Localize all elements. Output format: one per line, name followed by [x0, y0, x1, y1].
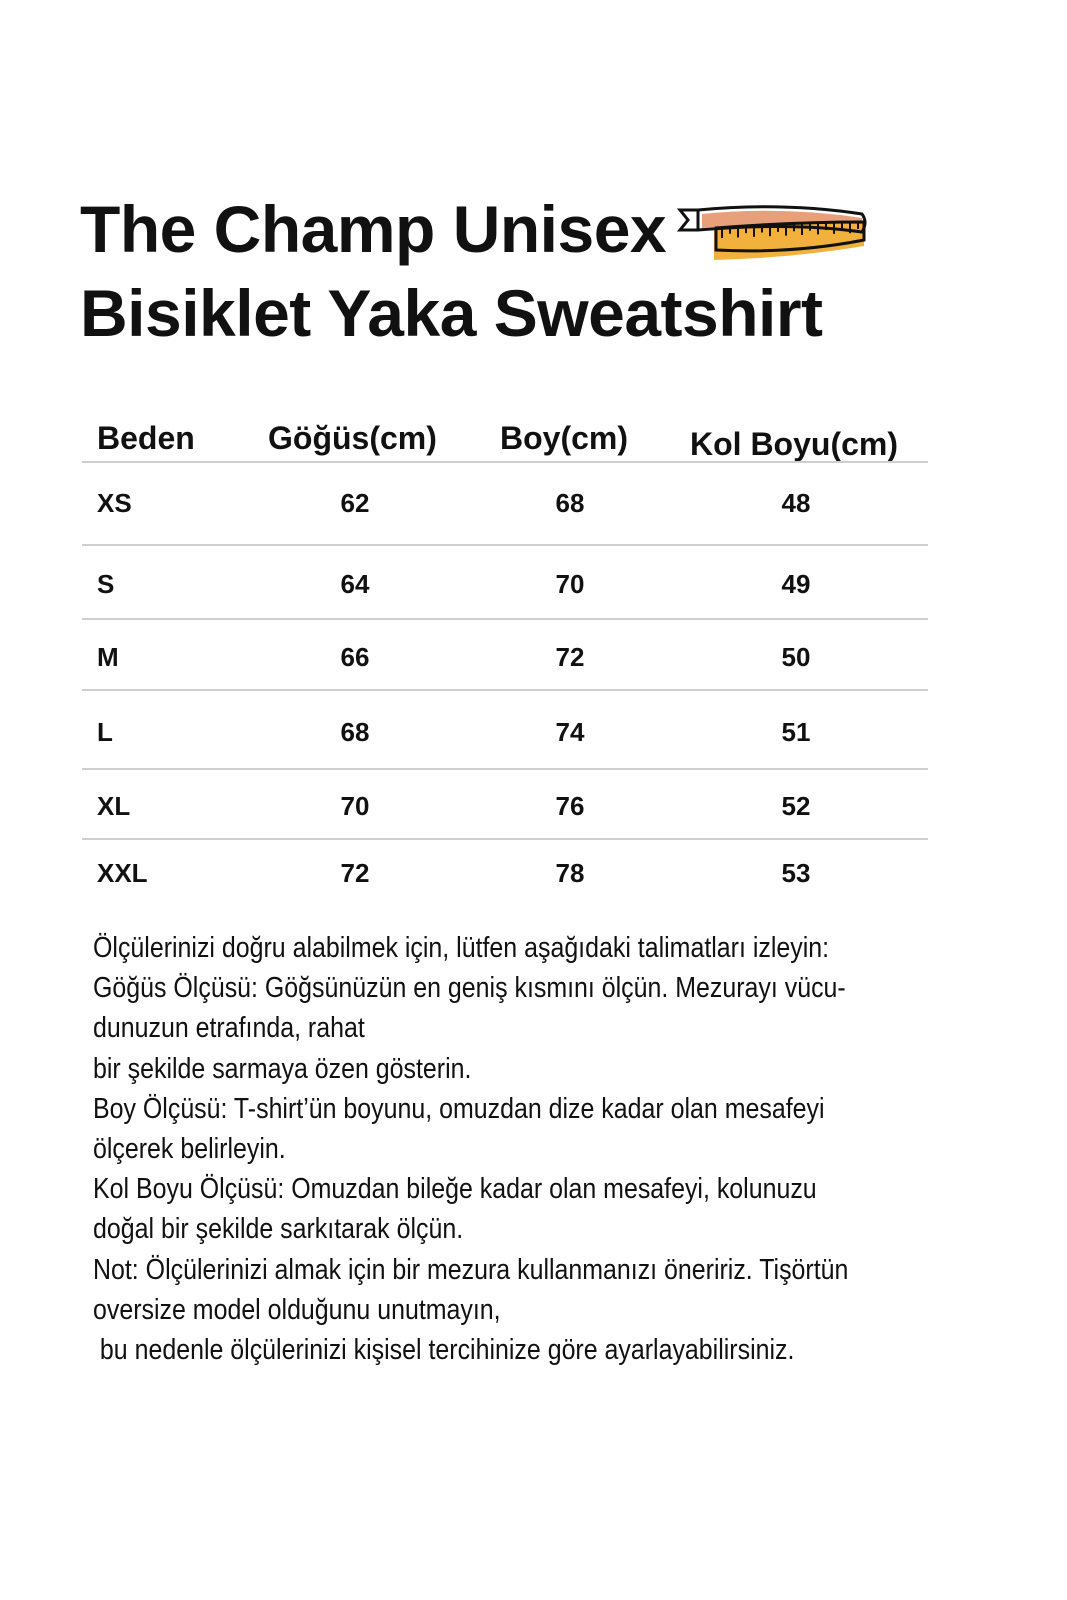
length-cell: 78	[555, 858, 585, 888]
size-cell: XS	[97, 488, 132, 518]
sleeve-cell: 53	[781, 858, 811, 888]
instruction-line: Ölçülerinizi doğru alabilmek için, lütfe…	[93, 932, 830, 964]
size-cell: XXL	[97, 858, 148, 888]
tape-measure-icon	[676, 205, 867, 260]
header-sleeve: Kol Boyu(cm)	[690, 426, 898, 462]
instruction-line: Not: Ölçülerinizi almak için bir mezura …	[93, 1253, 849, 1286]
size-cell: M	[97, 642, 119, 672]
title-line-2: Bisiklet Yaka Sweatshirt	[80, 276, 823, 350]
row-divider	[82, 838, 928, 840]
title-line-1: The Champ Unisex	[80, 192, 667, 266]
length-cell: 70	[555, 569, 585, 599]
chest-cell: 62	[340, 488, 370, 518]
size-cell: S	[97, 569, 115, 599]
row-divider	[82, 544, 928, 546]
instruction-line: Boy Ölçüsü: T-shirt’ün boyunu, omuzdan d…	[93, 1092, 825, 1125]
length-cell: 74	[555, 717, 585, 747]
sleeve-cell: 48	[781, 488, 811, 518]
chest-cell: 72	[340, 858, 370, 888]
instruction-line: doğal bir şekilde sarkıtarak ölçün.	[93, 1213, 464, 1246]
row-divider	[82, 768, 928, 770]
sleeve-cell: 52	[781, 791, 811, 821]
header-length: Boy(cm)	[500, 420, 629, 456]
size-cell: L	[97, 717, 113, 747]
length-cell: 68	[555, 488, 585, 518]
length-cell: 76	[555, 791, 585, 821]
chest-cell: 70	[340, 791, 370, 821]
instruction-line: dunuzun etrafında, rahat	[93, 1012, 365, 1045]
instruction-line: Kol Boyu Ölçüsü: Omuzdan bileğe kadar ol…	[93, 1173, 817, 1206]
sleeve-cell: 50	[781, 642, 811, 672]
row-divider	[82, 689, 928, 691]
size-cell: XL	[97, 791, 131, 821]
chest-cell: 68	[340, 717, 370, 747]
header-size: Beden	[97, 420, 195, 456]
row-divider	[82, 618, 928, 620]
sleeve-cell: 51	[781, 717, 811, 747]
header-chest: Göğüs(cm)	[268, 420, 437, 456]
instruction-line: oversize model olduğunu unutmayın,	[93, 1293, 501, 1326]
instruction-line: Göğüs Ölçüsü: Göğsünüzün en geniş kısmın…	[93, 972, 846, 1005]
instruction-line: bir şekilde sarmaya özen gösterin.	[93, 1052, 472, 1085]
measurement-instructions: Ölçülerinizi doğru alabilmek için, lütfe…	[93, 928, 848, 1370]
instruction-line: bu nedenle ölçülerinizi kişisel tercihin…	[93, 1334, 795, 1367]
chest-cell: 66	[340, 642, 370, 672]
length-cell: 72	[555, 642, 585, 672]
sleeve-cell: 49	[781, 569, 811, 599]
row-divider	[82, 461, 928, 463]
chest-cell: 64	[340, 569, 370, 599]
instruction-line: ölçerek belirleyin.	[93, 1133, 286, 1166]
